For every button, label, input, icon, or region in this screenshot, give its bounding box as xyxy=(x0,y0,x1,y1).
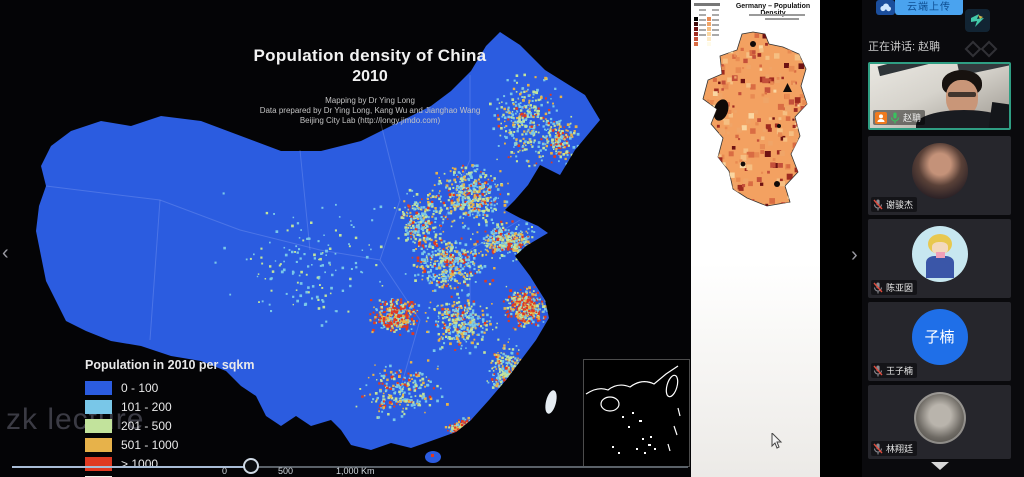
germany-legend-swatch xyxy=(694,32,698,36)
participant-namebar: 陈亚囡 xyxy=(871,280,918,295)
participant-namebar: 赵聃 xyxy=(873,110,926,125)
lecture-watermark: zk lecture xyxy=(6,403,145,436)
south-china-sea-inset xyxy=(583,359,690,467)
germany-map xyxy=(702,31,808,207)
app-logo-icon[interactable] xyxy=(965,9,990,32)
slide-credits: Mapping by Dr Ying Long Data prepared by… xyxy=(150,96,590,126)
photo-avatar xyxy=(911,142,968,199)
germany-map-title: Germany – Population Density xyxy=(735,3,811,17)
germany-legend-swatch xyxy=(707,27,711,31)
germany-legend-title xyxy=(694,3,720,6)
germany-legend-swatch xyxy=(707,32,711,36)
mouse-cursor xyxy=(771,433,783,449)
credit-line: Data prepared by Dr Ying Long, Kang Wu a… xyxy=(259,106,481,115)
china-map xyxy=(36,32,600,463)
map-legend: Population in 2010 per sqkm 0 - 100 101 … xyxy=(85,358,255,477)
participant-name: 谢骏杰 xyxy=(886,200,914,210)
mic-on-icon xyxy=(890,112,900,123)
scroll-down-icon[interactable] xyxy=(931,462,949,470)
scale-tick-500: 500 xyxy=(278,466,294,476)
slide-year: 2010 xyxy=(352,68,388,85)
participant-name: 林翔廷 xyxy=(886,444,914,454)
legend-title: Population in 2010 per sqkm xyxy=(85,358,255,372)
scale-progress-bar[interactable]: 0 500 1,000 Km xyxy=(0,458,691,477)
participant-name: 陈亚囡 xyxy=(886,283,914,293)
cartoon-avatar xyxy=(911,225,968,282)
chevron-left-icon[interactable]: ‹ xyxy=(2,242,9,264)
participant-tile[interactable]: 子楠 王子楠 xyxy=(868,302,1011,381)
legend-label: 201 - 500 xyxy=(121,418,172,433)
legend-swatch xyxy=(85,437,112,452)
legend-swatch xyxy=(85,399,112,414)
germany-legend xyxy=(694,3,724,46)
participant-name: 赵聃 xyxy=(903,113,922,123)
legend-swatch xyxy=(85,380,112,395)
speaking-indicator: 正在讲话: 赵聃 xyxy=(868,41,941,53)
legend-row: 0 - 100 xyxy=(85,378,255,397)
germany-legend-swatch xyxy=(707,17,711,21)
taiwan-island xyxy=(545,390,557,414)
scale-tick-1000km: 1,000 Km xyxy=(336,466,375,476)
legend-swatch xyxy=(85,418,112,433)
progress-elapsed xyxy=(12,466,252,468)
cloud-upload-button[interactable]: 云端上传 xyxy=(895,0,963,15)
germany-legend-swatch xyxy=(707,37,711,41)
mic-muted-icon xyxy=(873,365,883,376)
credit-line: Beijing City Lab (http://longy.jimdo.com… xyxy=(299,116,441,125)
germany-density-panel: Germany – Population Density xyxy=(691,0,820,477)
shared-screen-china-map: Population density of China 2010 Mapping… xyxy=(0,32,691,477)
member-badge-icon xyxy=(875,111,887,124)
legend-label: 0 - 100 xyxy=(121,380,159,395)
germany-legend-swatch xyxy=(707,42,711,46)
cloud-upload-icon[interactable] xyxy=(876,0,895,15)
chevron-right-icon[interactable]: › xyxy=(851,244,858,266)
gray-photo-avatar xyxy=(913,391,966,444)
initials-avatar: 子楠 xyxy=(911,308,968,365)
legend-row: 201 - 500 xyxy=(85,416,255,435)
scale-tick-0: 0 xyxy=(222,466,228,476)
germany-legend-swatch xyxy=(694,17,698,21)
participant-tile[interactable]: 谢骏杰 xyxy=(868,136,1011,215)
participant-namebar: 林翔廷 xyxy=(871,441,918,456)
legend-label: 101 - 200 xyxy=(121,399,172,414)
participants-sidebar: 正在讲话: 赵聃 赵聃 xyxy=(862,0,1024,477)
participant-namebar: 王子楠 xyxy=(871,363,918,378)
avatar-text: 子楠 xyxy=(924,329,955,347)
participant-tile-video[interactable]: 赵聃 xyxy=(868,62,1011,130)
germany-legend-swatch xyxy=(694,37,698,41)
mic-muted-icon xyxy=(873,199,883,210)
credit-line: Mapping by Dr Ying Long xyxy=(325,96,415,105)
participant-namebar: 谢骏杰 xyxy=(871,197,918,212)
legend-row xyxy=(85,473,255,477)
legend-label: 501 - 1000 xyxy=(121,437,179,452)
mic-muted-icon xyxy=(873,443,883,454)
panel-gap: › xyxy=(820,0,862,477)
germany-legend-swatch xyxy=(694,42,698,46)
participant-tile[interactable]: 陈亚囡 xyxy=(868,219,1011,298)
legend-row: 501 - 1000 xyxy=(85,435,255,454)
progress-knob[interactable] xyxy=(243,458,259,474)
legend-row: 101 - 200 xyxy=(85,397,255,416)
participant-tile[interactable]: 林翔廷 xyxy=(868,385,1011,459)
germany-legend-swatch xyxy=(707,22,711,26)
progress-remaining xyxy=(252,466,688,468)
germany-source-line xyxy=(765,18,799,20)
legend-swatch xyxy=(85,475,112,477)
germany-legend-swatch xyxy=(694,27,698,31)
app-watermark-icon xyxy=(964,40,998,58)
participant-name: 王子楠 xyxy=(886,366,914,376)
germany-source-line xyxy=(749,14,805,16)
slide-title: Population density of China xyxy=(253,46,487,65)
mic-muted-icon xyxy=(873,282,883,293)
germany-legend-swatch xyxy=(694,22,698,26)
